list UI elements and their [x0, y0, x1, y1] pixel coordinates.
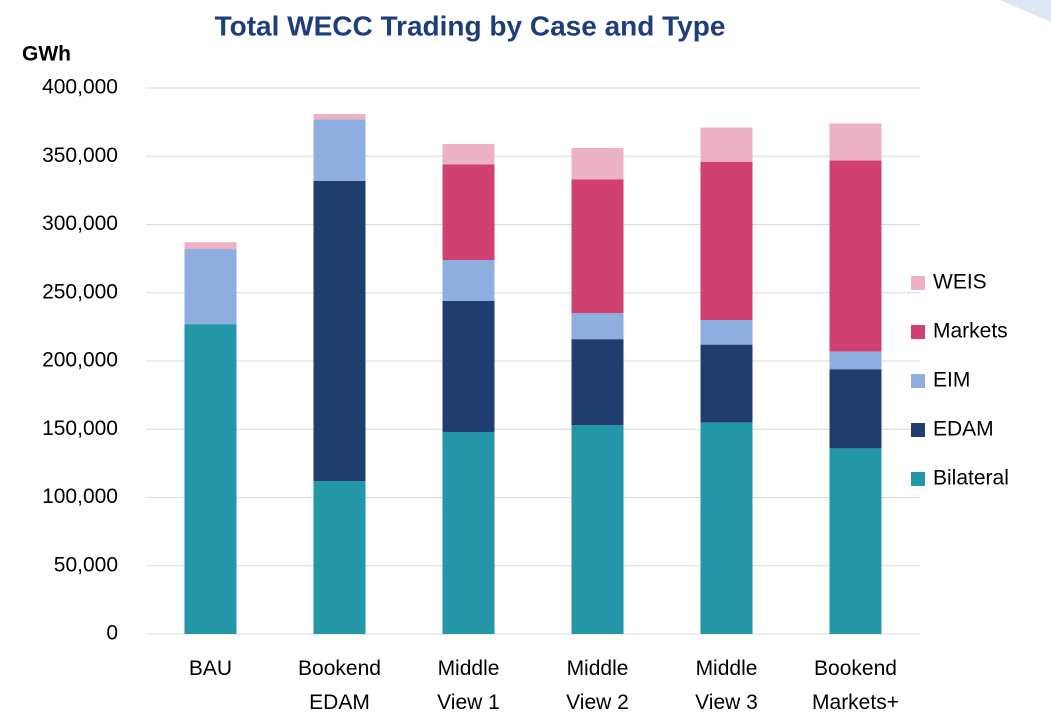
x-tick-label-line: View 1: [437, 691, 500, 714]
legend-label: Markets: [933, 320, 1008, 343]
bar-segment: [700, 127, 753, 162]
bar-segment: [571, 148, 624, 180]
bar-segment: [442, 143, 495, 165]
bar-segment: [829, 448, 882, 634]
legend-label: WEIS: [933, 271, 987, 294]
bar-segment: [829, 160, 882, 352]
legend-label: EIM: [933, 369, 970, 392]
y-tick-label: 0: [106, 622, 118, 645]
bar-segment: [442, 164, 495, 260]
bar-segment: [313, 119, 366, 181]
legend-label: EDAM: [933, 418, 994, 441]
bar-segment: [442, 259, 495, 301]
legend-swatch: [911, 423, 925, 437]
y-tick-label: 100,000: [42, 485, 118, 508]
bar-segment: [700, 161, 753, 321]
x-tick-label-line: View 3: [695, 691, 758, 714]
x-tick-label: Middle View 2: [566, 657, 629, 714]
bar-segment: [442, 431, 495, 634]
bar-segment: [829, 123, 882, 161]
bar-segment: [571, 179, 624, 314]
bar-segment: [313, 180, 366, 482]
x-tick-label-line: Middle: [696, 657, 758, 680]
y-tick-label: 250,000: [42, 280, 118, 303]
bar-segment: [313, 113, 366, 120]
x-tick-label-line: BAU: [189, 657, 232, 680]
bar-segment: [571, 425, 624, 634]
y-tick-label: 400,000: [42, 76, 118, 99]
x-tick-label-line: EDAM: [309, 691, 370, 714]
bar-segment: [184, 242, 237, 250]
x-tick-label: BAU: [189, 657, 232, 680]
bar-segment: [571, 339, 624, 426]
y-tick-label: 200,000: [42, 349, 118, 372]
x-tick-label-line: View 2: [566, 691, 629, 714]
legend-swatch: [911, 472, 925, 486]
y-tick-label: 50,000: [54, 553, 118, 576]
legend-swatch: [911, 374, 925, 388]
y-tick-label: 150,000: [42, 417, 118, 440]
y-axis-label: GWh: [22, 43, 71, 66]
bar-segment: [184, 324, 237, 634]
x-tick-label-line: Markets+: [812, 691, 899, 714]
bar-segment: [829, 351, 882, 370]
bar-segment: [700, 344, 753, 423]
bar-segment: [442, 300, 495, 432]
x-tick-label-line: Middle: [567, 657, 629, 680]
legend-swatch: [911, 276, 925, 290]
x-tick-label-line: Middle: [438, 657, 500, 680]
bar-segment: [313, 481, 366, 634]
y-tick-label: 350,000: [42, 144, 118, 167]
bar-segment: [700, 422, 753, 634]
x-tick-label: Middle View 1: [437, 657, 500, 714]
bar-segment: [184, 249, 237, 325]
x-tick-label: Bookend EDAM: [298, 657, 381, 714]
bar-segment: [571, 313, 624, 340]
corner-decoration: [1000, 0, 1051, 22]
x-tick-label: Bookend Markets+: [812, 657, 899, 714]
legend-swatch: [911, 325, 925, 339]
bar-segment: [829, 369, 882, 449]
chart-title: Total WECC Trading by Case and Type: [215, 10, 726, 41]
x-tick-label-line: Bookend: [814, 657, 897, 680]
x-tick-label: Middle View 3: [695, 657, 758, 714]
y-tick-label: 300,000: [42, 212, 118, 235]
bar-segment: [700, 320, 753, 345]
legend-label: Bilateral: [933, 467, 1009, 490]
x-tick-label-line: Bookend: [298, 657, 381, 680]
